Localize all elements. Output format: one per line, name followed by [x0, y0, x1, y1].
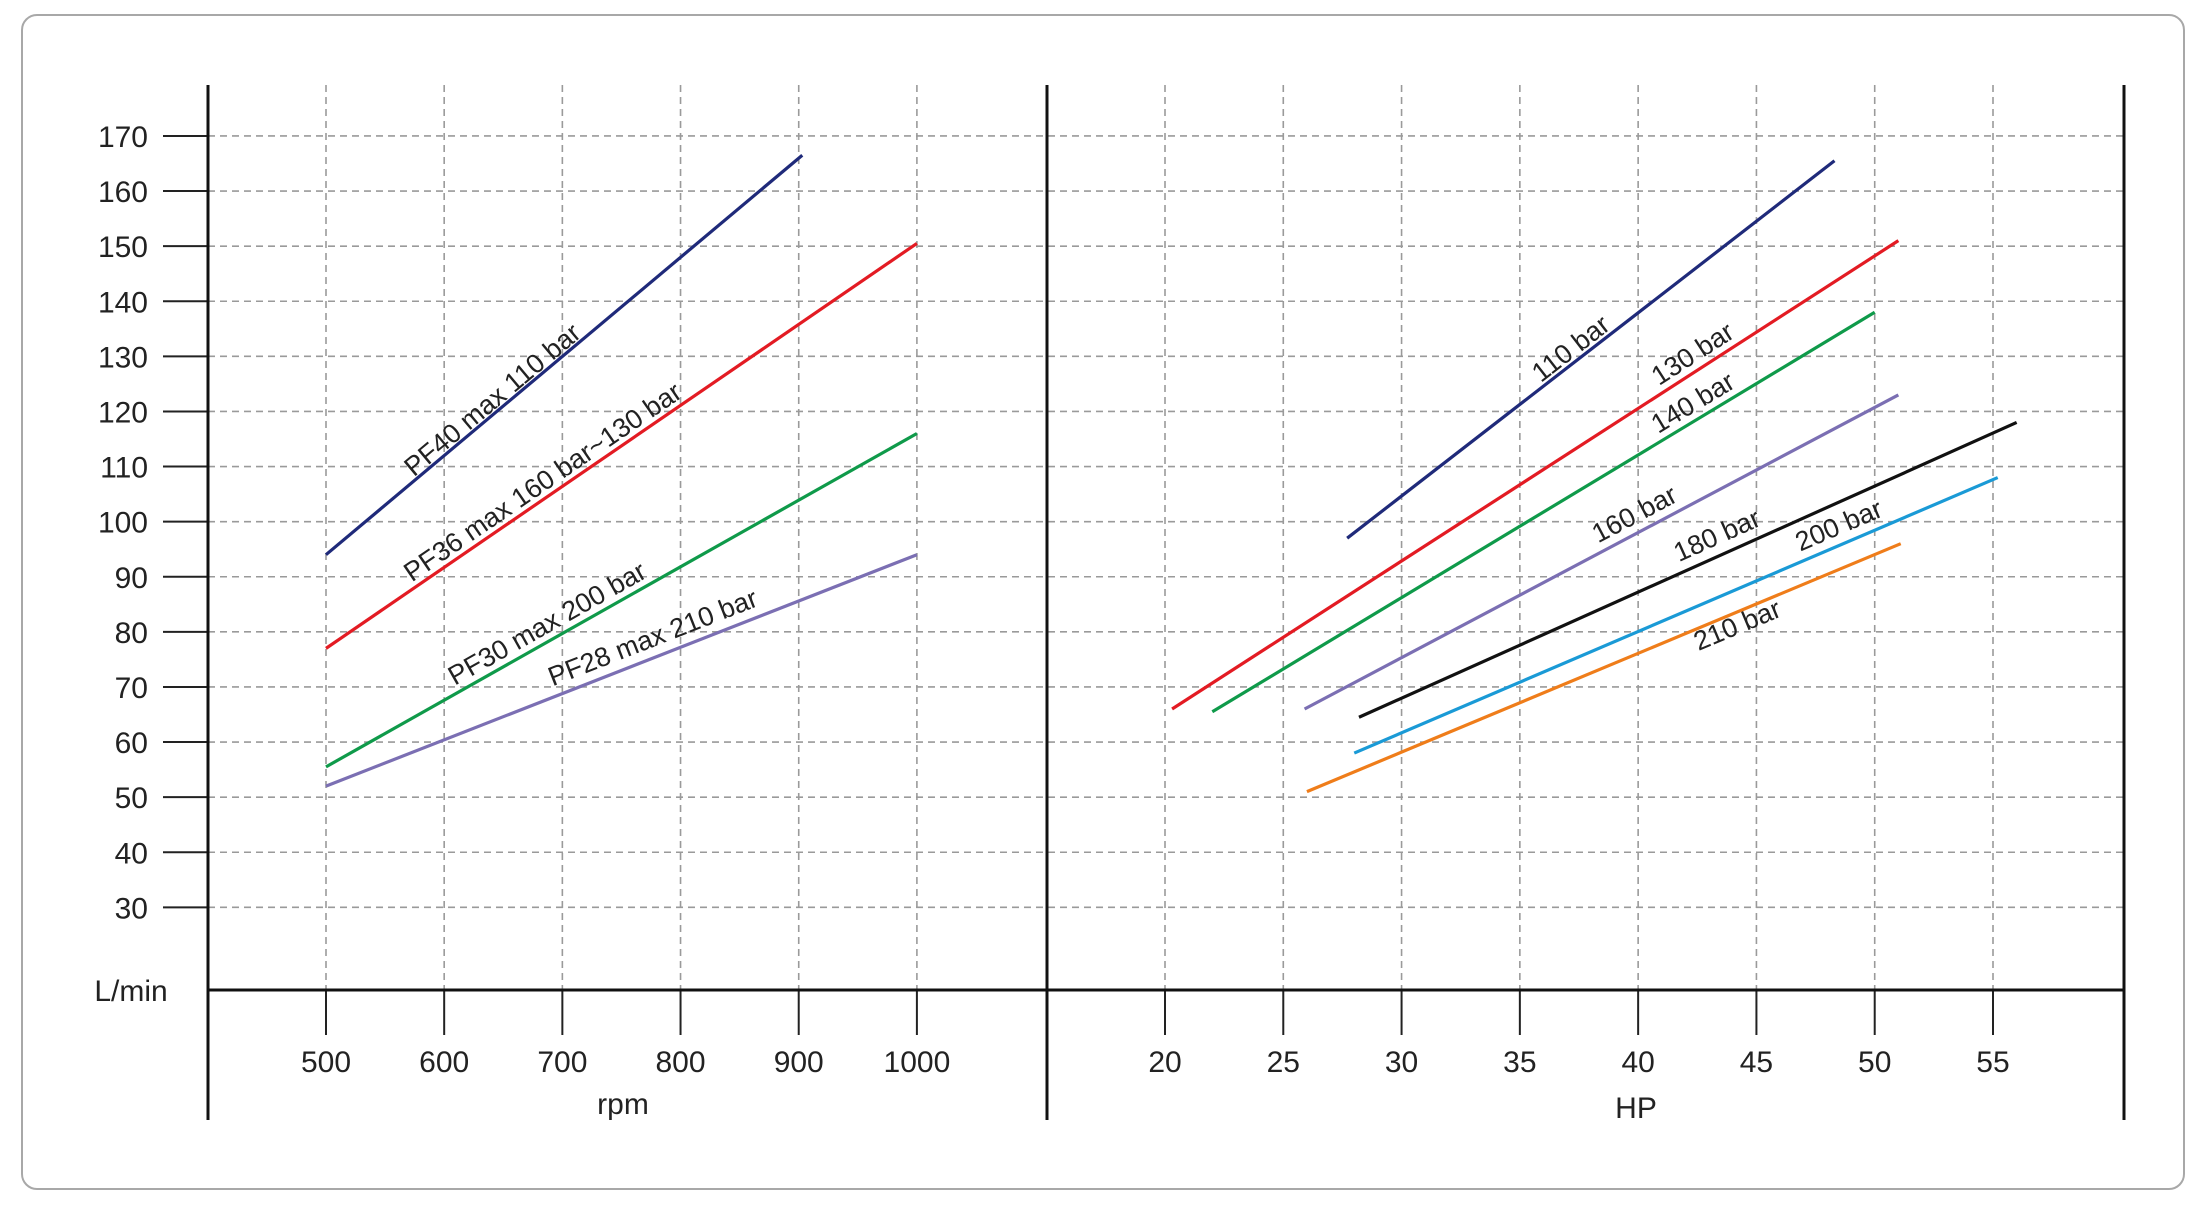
grid-layer — [208, 85, 2124, 990]
series-line — [1303, 393, 1900, 711]
series-line — [1211, 310, 1876, 714]
series-line — [324, 154, 804, 556]
series-line — [1346, 159, 1836, 540]
x-tick-label: 50 — [1858, 1046, 1891, 1079]
x-tick-label: 25 — [1267, 1046, 1300, 1079]
x-axis-label-hp: HP — [1615, 1092, 1657, 1125]
y-tick-label: 110 — [100, 452, 148, 485]
x-tick-label: 1000 — [884, 1046, 951, 1079]
x-tick-label: 900 — [774, 1046, 824, 1079]
x-tick-label: 700 — [537, 1046, 587, 1079]
series-line — [1353, 476, 1999, 755]
series-line — [1171, 239, 1900, 711]
series-label: PF36 max 160 bar~130 bar — [398, 376, 687, 587]
series-line — [1306, 542, 1902, 794]
y-tick-label: 40 — [115, 837, 148, 870]
series-label: 160 bar — [1587, 479, 1682, 548]
y-tick-label: 150 — [98, 231, 148, 264]
y-tick-label: 90 — [115, 562, 148, 595]
x-tick-label: 55 — [1976, 1046, 2009, 1079]
y-tick-label: 140 — [98, 286, 148, 319]
series-label: 110 bar — [1526, 309, 1615, 388]
series-layer — [324, 154, 2018, 794]
x-tick-label: 500 — [301, 1046, 351, 1079]
y-tick-label: 60 — [115, 727, 148, 760]
x-axis-label-rpm: rpm — [597, 1088, 649, 1121]
y-tick-label: 30 — [115, 892, 148, 925]
y-tick-label: 120 — [98, 396, 148, 429]
x-tick-label: 600 — [419, 1046, 469, 1079]
x-tick-label: 45 — [1740, 1046, 1773, 1079]
y-tick-label: 70 — [115, 672, 148, 705]
y-axis-label: L/min — [94, 975, 167, 1008]
y-tick-label: 160 — [98, 176, 148, 209]
y-tick-label: 50 — [115, 782, 148, 815]
series-line — [1358, 421, 2018, 719]
x-tick-label: 35 — [1503, 1046, 1536, 1079]
x-tick-label: 800 — [656, 1046, 706, 1079]
axes-layer — [163, 85, 2126, 1120]
series-line — [325, 242, 918, 650]
y-tick-label: 80 — [115, 617, 148, 650]
y-tick-label: 130 — [98, 341, 148, 374]
x-tick-label: 30 — [1385, 1046, 1418, 1079]
series-line — [325, 432, 918, 769]
x-tick-label: 40 — [1621, 1046, 1654, 1079]
text-layer: 30 40 50 60 70 80 90 100 110 120 130 140 150 160 170 50… — [94, 121, 2009, 1125]
y-tick-label: 170 — [98, 121, 148, 154]
y-tick-label: 100 — [98, 507, 148, 540]
series-line — [325, 553, 918, 788]
chart-frame — [21, 14, 2185, 1190]
x-tick-label: 20 — [1148, 1046, 1181, 1079]
